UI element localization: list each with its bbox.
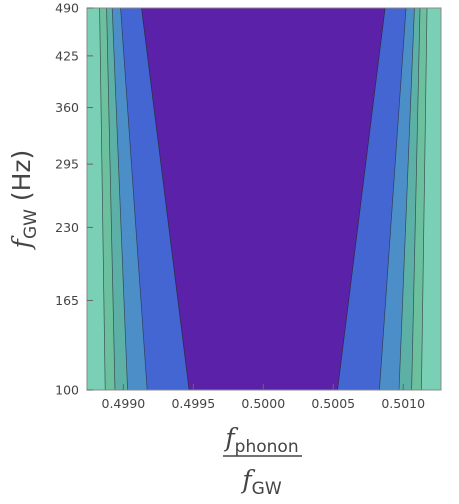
contour-band-5 xyxy=(141,8,386,390)
y-label-unit: (Hz) xyxy=(7,150,36,209)
x-tick-label-4: 0.5010 xyxy=(381,396,425,411)
x-tick-label-0: 0.4990 xyxy=(102,396,146,411)
x-num-sub: phonon xyxy=(235,437,299,457)
x-den-sub: GW xyxy=(252,479,282,499)
x-num-base: f xyxy=(223,423,238,452)
y-tick-label-1: 165 xyxy=(55,293,79,308)
y-tick-label-6: 490 xyxy=(55,1,79,16)
y-label-base: f xyxy=(7,235,36,250)
x-den-base: f xyxy=(240,465,255,494)
x-tick-label-2: 0.5000 xyxy=(241,396,285,411)
x-axis-label: fphonon fGW xyxy=(223,423,302,499)
y-tick-label-4: 360 xyxy=(55,100,79,115)
x-label-denominator: fGW xyxy=(240,465,281,499)
y-tick-label-2: 230 xyxy=(55,220,79,235)
x-label-numerator: fphonon xyxy=(223,423,298,457)
x-tick-label-3: 0.5005 xyxy=(311,396,355,411)
x-axis: 0.4990 0.4995 0.5000 0.5005 0.5010 xyxy=(102,384,425,411)
plot-frame xyxy=(86,7,442,391)
y-tick-label-0: 100 xyxy=(55,383,79,398)
y-tick-label-5: 425 xyxy=(55,48,79,63)
y-axis: 100 165 230 295 360 425 490 xyxy=(55,1,93,398)
contour-bands xyxy=(87,8,441,390)
y-label-sub: GW xyxy=(21,209,41,239)
x-tick-label-1: 0.4995 xyxy=(171,396,215,411)
y-tick-label-3: 295 xyxy=(55,157,79,172)
y-axis-label: fGW (Hz) xyxy=(7,150,41,251)
